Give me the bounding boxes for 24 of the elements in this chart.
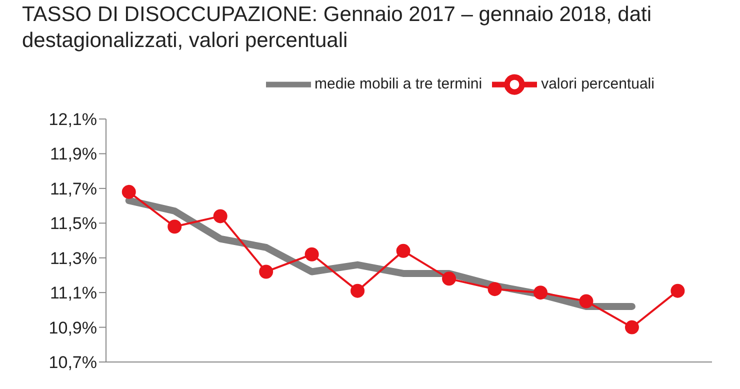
y-tick-label: 10,9%: [48, 318, 97, 338]
point: [259, 264, 274, 279]
point: [579, 294, 594, 308]
y-tick-label: 11,5%: [50, 214, 97, 234]
point: [670, 284, 685, 298]
point: [350, 284, 365, 298]
y-tick-label: 10,7%: [48, 353, 97, 372]
point: [533, 286, 548, 300]
legend-label: valori percentuali: [541, 75, 654, 92]
legend-label: medie mobili a tre termini: [314, 75, 482, 92]
point: [488, 282, 502, 296]
y-tick-label: 11,1%: [50, 284, 97, 303]
y-tick-label: 11,7%: [50, 179, 97, 198]
point: [442, 272, 456, 286]
point: [396, 244, 410, 258]
y-tick-label: 12,1%: [48, 110, 97, 130]
point: [624, 320, 639, 334]
point: [122, 184, 136, 199]
chart-title: TASSO DI DISOCCUPAZIONE: Gennaio 2017 – gennaio 2018, dati destagionalizzati, valori percentuali: [21, 2, 653, 54]
point: [213, 209, 228, 224]
point: [168, 220, 182, 234]
y-tick-label: 11,9%: [50, 144, 97, 164]
y-tick-label: 11,3%: [50, 248, 97, 268]
point: [304, 247, 319, 262]
